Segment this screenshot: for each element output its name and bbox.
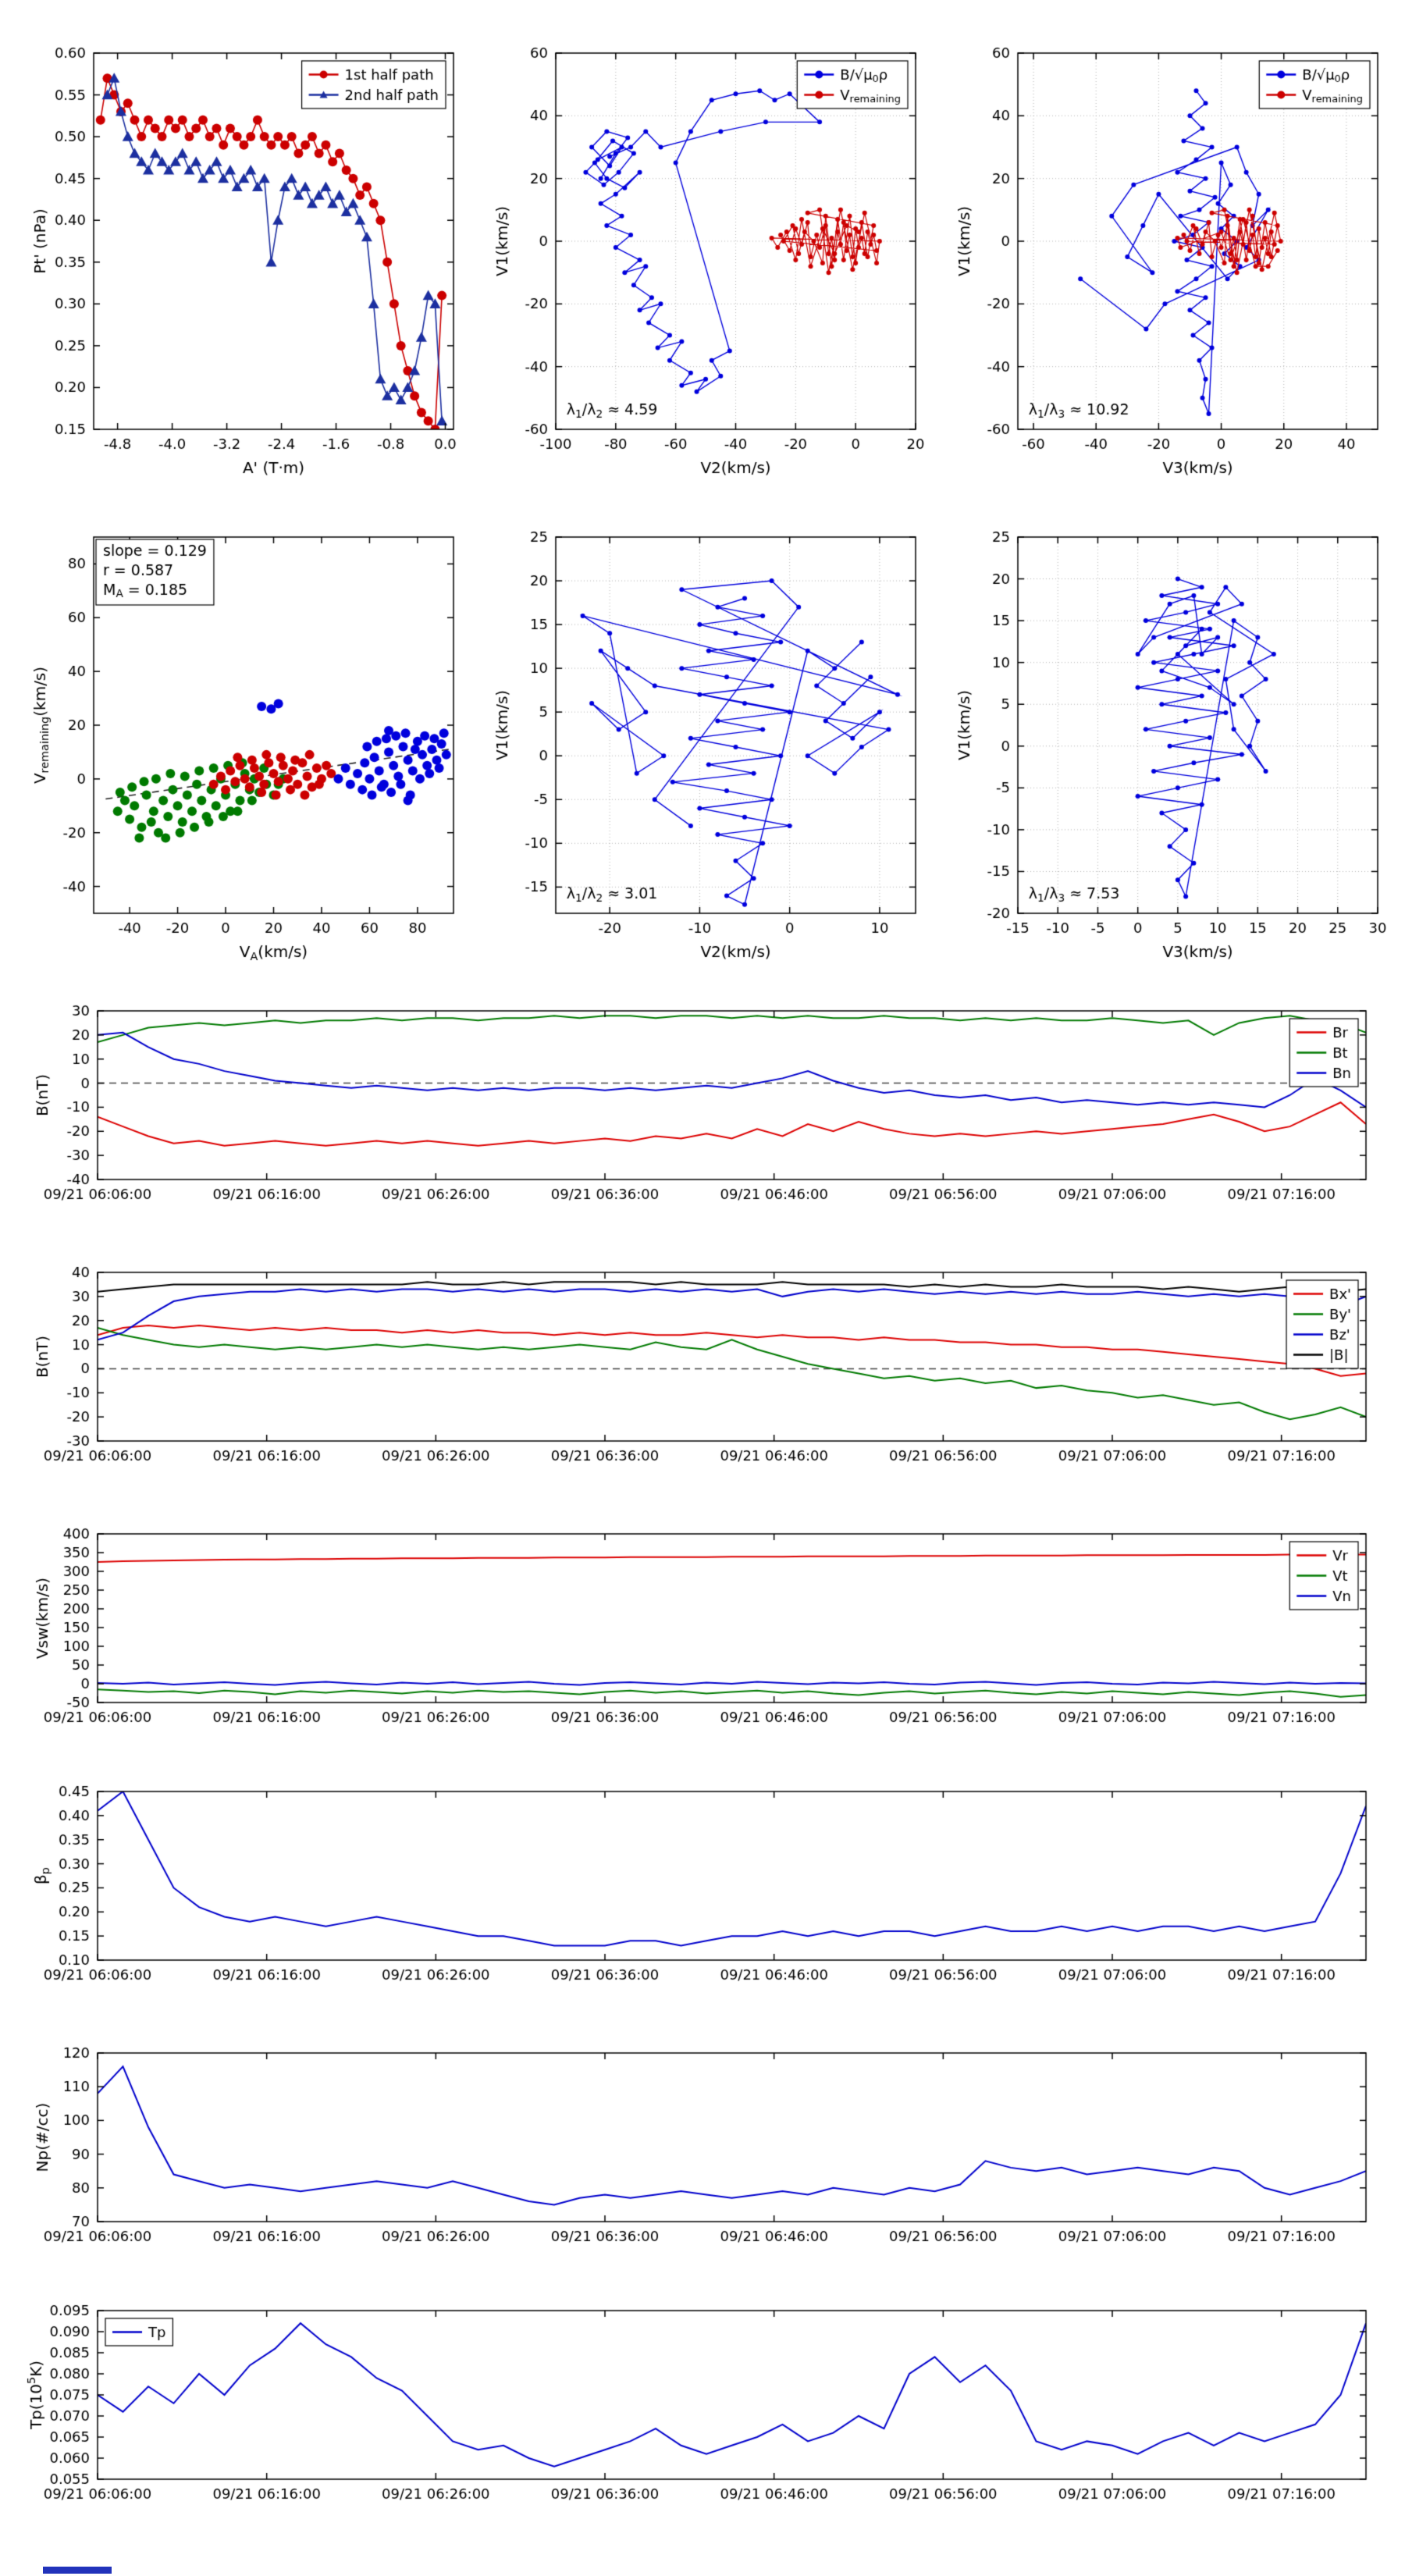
chart-canvas-proton-temperature: [23, 2279, 1382, 2521]
chart-canvas-plasma-beta: [23, 1760, 1382, 2002]
chart-canvas-solar-wind-velocity: [23, 1503, 1382, 1745]
chart-canvas-hodogram-v3v1-mvab: [948, 16, 1389, 484]
chart-canvas-proton-density: [23, 2022, 1382, 2264]
chart-canvas-transverse-pressure: [23, 16, 464, 484]
chart-canvas-magnetic-field-flux-rope: [23, 1241, 1382, 1483]
chart-canvas-hodogram-v2v1-mvav: [486, 500, 927, 968]
chart-canvas-hodogram-v2v1-mvab: [486, 16, 927, 484]
chart-canvas-magnetic-field-rtn: [23, 980, 1382, 1222]
chart-canvas-hodogram-v3v1-mvav: [948, 500, 1389, 968]
chart-canvas-walen-test: [23, 500, 464, 968]
partial-legend-strip: [43, 2567, 112, 2574]
